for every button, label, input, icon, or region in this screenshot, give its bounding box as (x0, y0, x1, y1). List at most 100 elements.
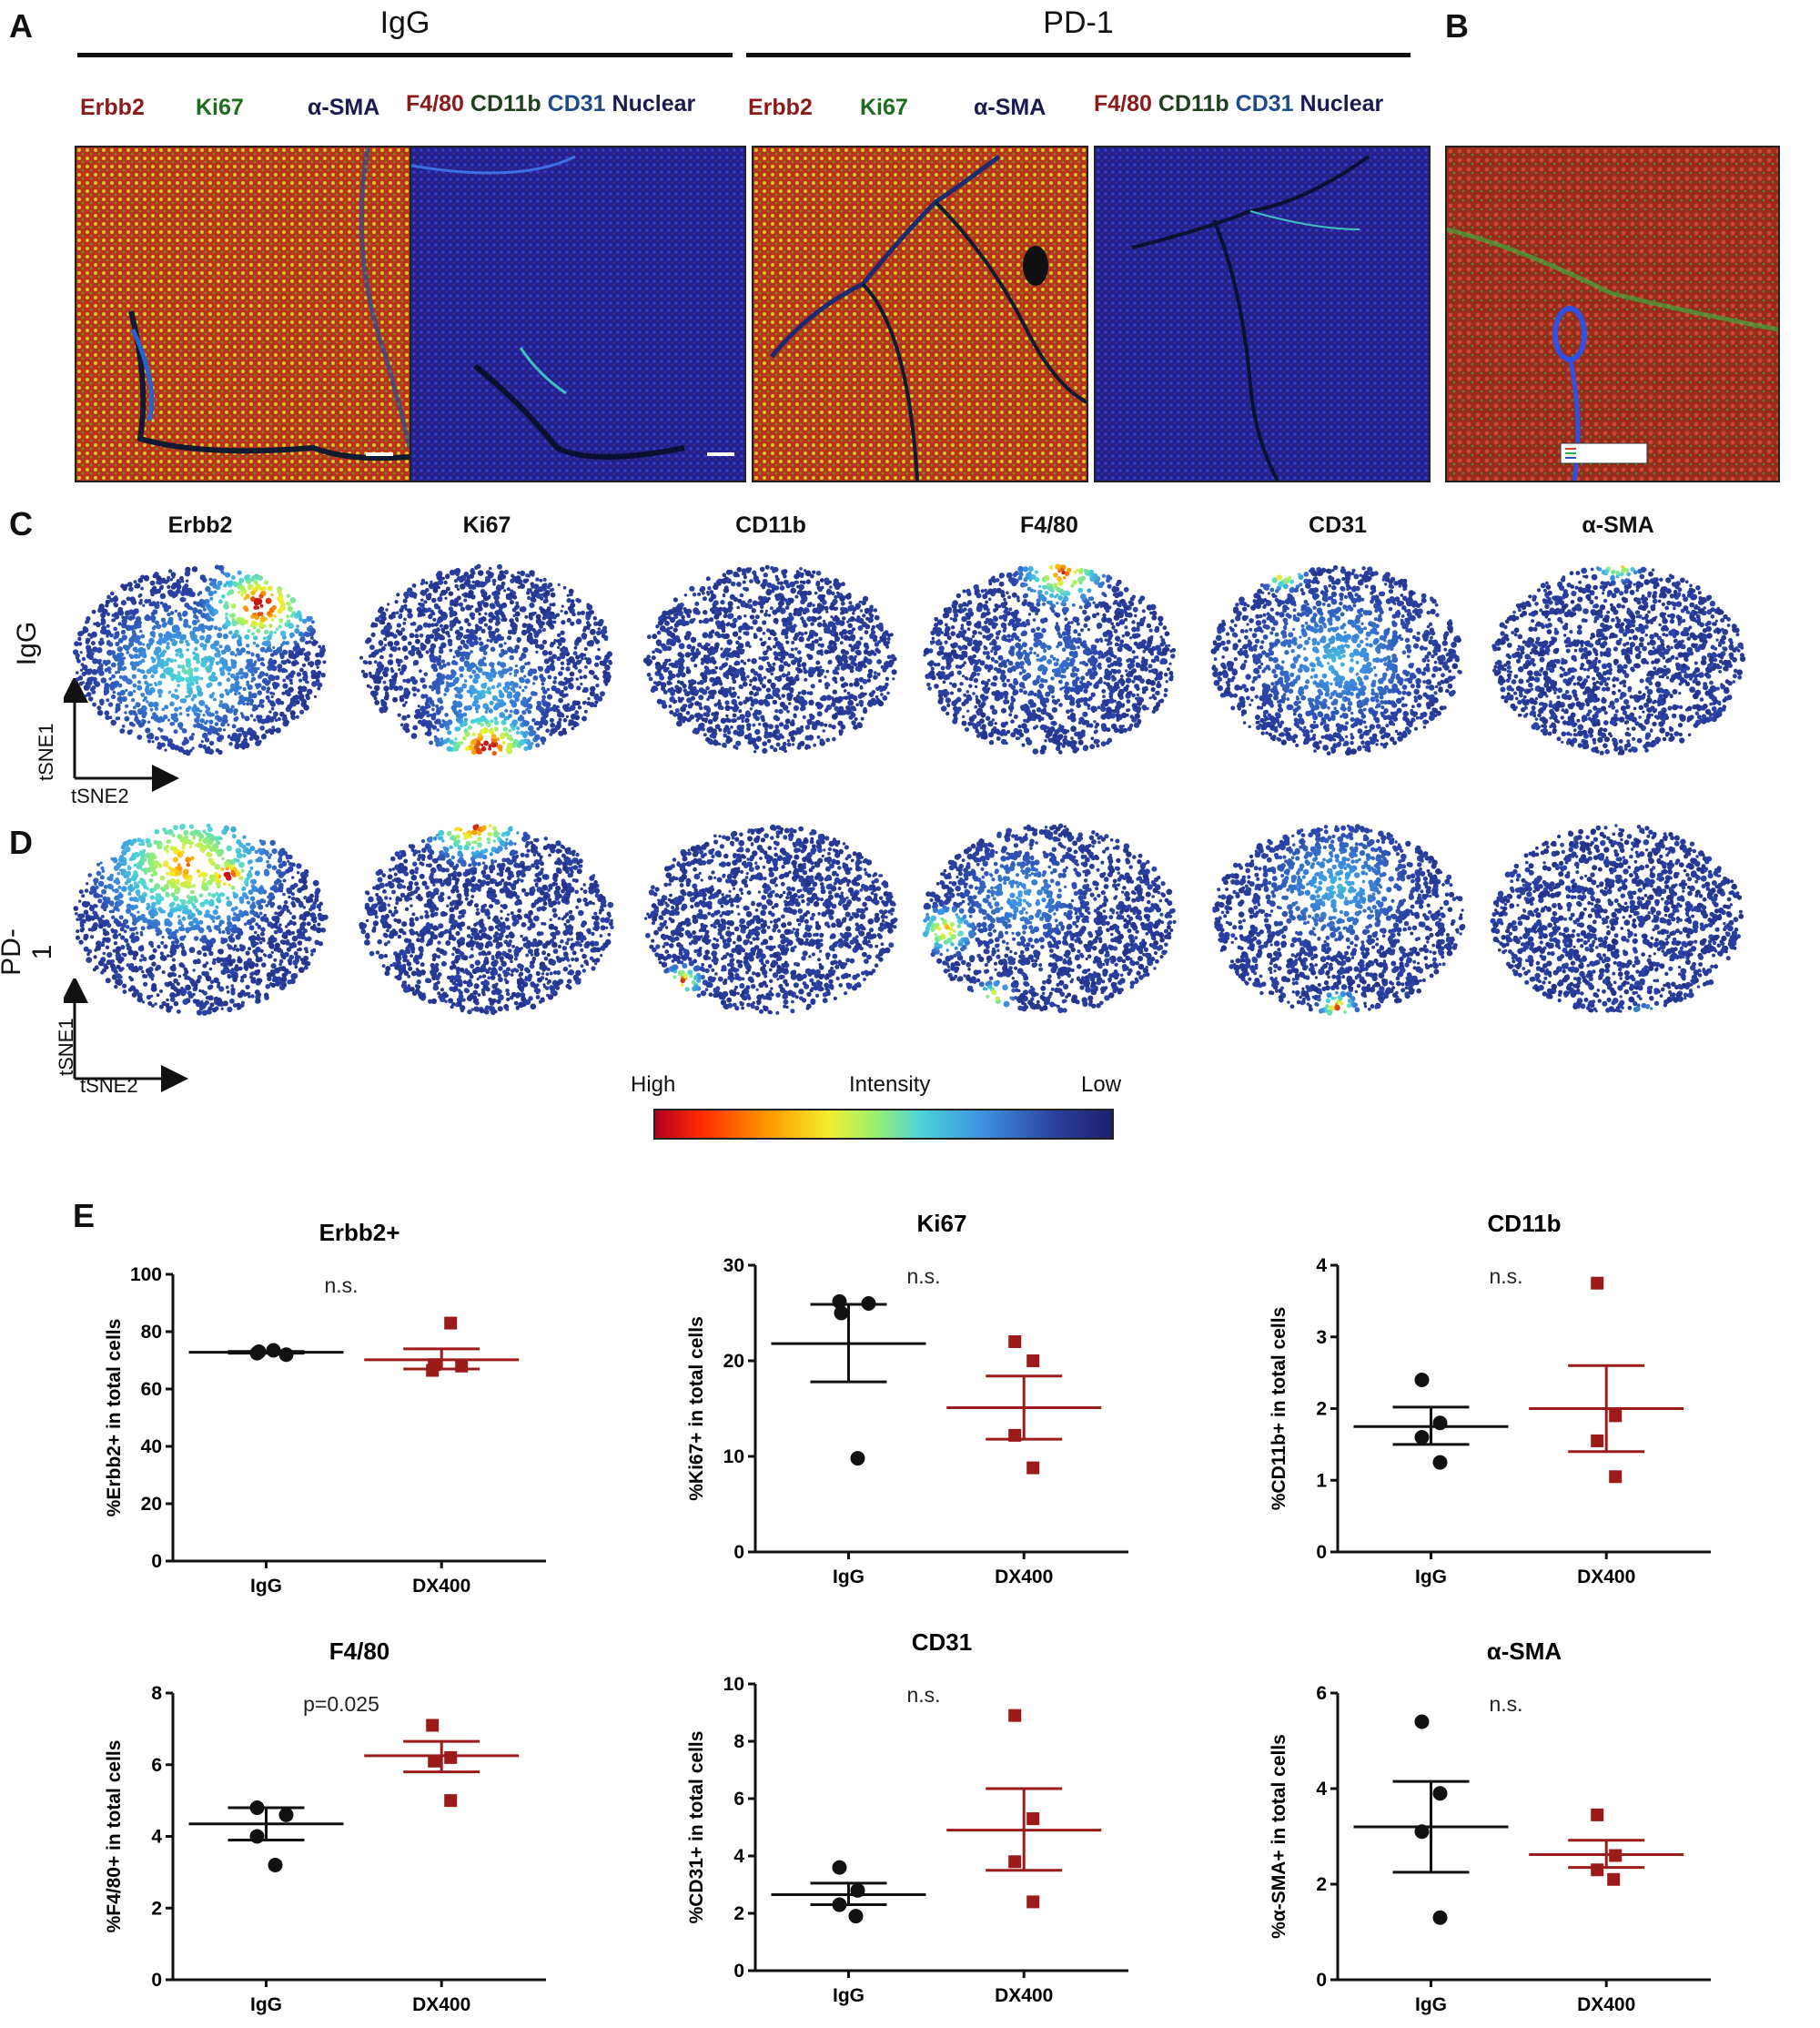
tsne-point (384, 691, 389, 695)
tsne-point (490, 603, 496, 610)
tsne-point (463, 717, 469, 723)
tsne-point (483, 740, 489, 746)
tsne-point (721, 628, 726, 634)
tsne-point (454, 629, 460, 635)
tsne-point (718, 665, 723, 671)
tsne-point (854, 665, 861, 672)
tsne-point (477, 733, 482, 738)
tsne-point (245, 593, 250, 599)
tsne-point (465, 746, 470, 751)
tsne-point (593, 694, 600, 701)
tsne-point (96, 705, 102, 711)
tsne-point (478, 658, 485, 665)
tsne-point (497, 682, 502, 687)
tsne-point (846, 629, 853, 635)
tsne-point (174, 659, 177, 663)
tsne-point (416, 649, 422, 655)
tsne-point (74, 641, 79, 647)
tsne-point (782, 651, 786, 656)
tsne-point (480, 743, 484, 746)
tsne-point (260, 657, 265, 662)
tsne-point (218, 599, 223, 604)
tsne-point (566, 619, 571, 623)
tsne-point (793, 705, 799, 711)
tsne-point (583, 647, 588, 651)
tsne-point (800, 725, 804, 729)
tsne-point (214, 647, 219, 652)
tsne-point (432, 617, 437, 622)
tsne-point (876, 672, 881, 676)
tsne-point (514, 664, 518, 668)
tsne-point (73, 649, 79, 655)
tsne-point (482, 656, 487, 661)
tsne-point (242, 702, 246, 705)
tsne-point (474, 719, 479, 724)
tsne-point (568, 683, 574, 688)
tsne-point (196, 684, 201, 690)
tsne-point (538, 724, 543, 729)
tsne-point (752, 600, 758, 606)
tsne-point (257, 690, 262, 695)
tsne-point (286, 593, 290, 598)
tsne-point (154, 682, 157, 685)
tsne-point (1141, 609, 1146, 613)
tsne-point (242, 686, 247, 692)
tsne-point (702, 596, 707, 602)
tsne-point (288, 623, 294, 629)
tsne-point (269, 700, 275, 706)
tsne-point (1080, 575, 1087, 581)
tsne-point (387, 603, 390, 606)
tsne-point (142, 698, 146, 703)
tsne-point (892, 677, 895, 681)
tsne-point (677, 611, 682, 616)
tsne-point (445, 630, 450, 635)
tsne-point (507, 743, 512, 747)
tsne-point (444, 686, 450, 693)
tsne-point (1169, 649, 1173, 654)
tsne-point (176, 631, 182, 637)
tsne-point (436, 618, 442, 624)
tsne-point (447, 634, 451, 638)
tsne-point (764, 700, 768, 705)
tsne-axis-x-d: tSNE2 (80, 1074, 138, 1097)
tsne-point (774, 574, 779, 579)
tsne-point (502, 726, 508, 732)
tsne-point (840, 601, 845, 606)
tsne-point (735, 740, 742, 746)
tsne-point (504, 732, 510, 737)
tsne-point (121, 615, 125, 620)
tsne-point (685, 668, 692, 674)
tsne-point (1118, 643, 1124, 648)
tsne-point (147, 739, 152, 744)
tsne-point (762, 632, 766, 635)
tsne-point (494, 627, 500, 633)
tsne-point (286, 602, 289, 605)
tsne-point (459, 583, 466, 590)
tsne-point (490, 734, 497, 740)
tsne-point (198, 709, 203, 713)
tsne-point (217, 681, 222, 686)
tsne-point (729, 705, 733, 710)
tsne-point (693, 689, 700, 695)
tsne-point (231, 575, 236, 580)
tsne-point (221, 658, 228, 665)
tsne-point (208, 609, 213, 614)
tsne-point (295, 699, 300, 705)
tsne-point (264, 681, 270, 686)
tsne-point (424, 638, 431, 644)
tsne-point (1119, 639, 1125, 644)
tsne-point (769, 647, 773, 651)
tsne-point (178, 654, 184, 659)
tsne-point (498, 689, 503, 695)
tsne-point (713, 583, 719, 591)
tsne-point (707, 586, 712, 591)
tsne-point (280, 602, 286, 608)
tsne-point (827, 659, 833, 664)
tsne-point (384, 668, 389, 673)
tsne-point (761, 717, 765, 723)
tsne-point (197, 744, 202, 748)
tsne-point (1056, 644, 1059, 649)
tsne-point (230, 658, 234, 663)
tsne-point (563, 610, 569, 615)
tsne-point (558, 642, 562, 646)
